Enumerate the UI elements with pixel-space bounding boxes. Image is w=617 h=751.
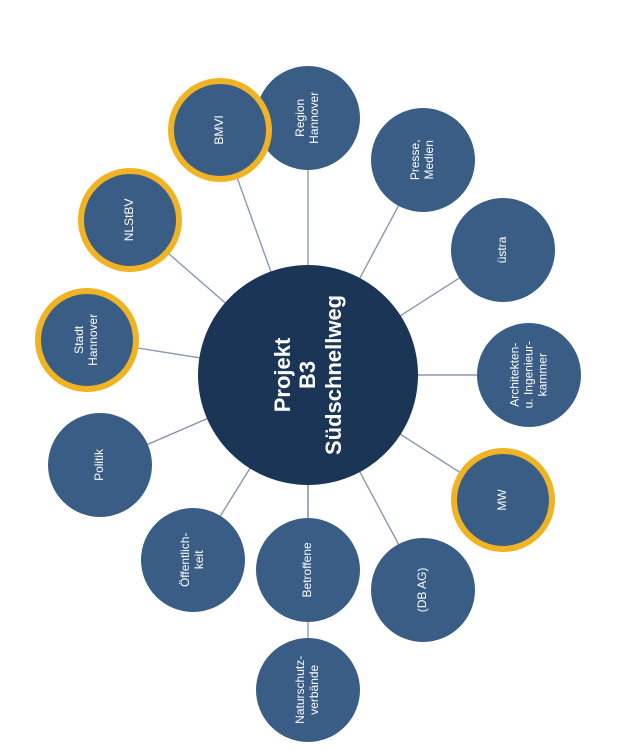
node-mw: MW (451, 448, 555, 552)
node-label-nlstbv: NLStBV (123, 178, 137, 262)
node-label-bmvi: BMVI (213, 88, 227, 172)
node-stadt: Stadt Hannover (35, 288, 139, 392)
node-politik: Politik (48, 413, 152, 517)
node-label-presse: Presse, Medien (409, 112, 437, 208)
diagram-canvas: Projekt B3 Südschnellweg Region Hannover P… (0, 0, 617, 751)
node-label-naturschutz: Naturschutz- verbände (294, 642, 322, 738)
node-oeffentlich: Öffentlich- keit (141, 508, 245, 612)
node-betroffene: Betroffene (256, 518, 360, 622)
node-presse: Presse, Medien (371, 108, 475, 212)
node-label-stadt: Stadt Hannover (73, 298, 101, 382)
node-naturschutz: Naturschutz- verbände (256, 638, 360, 742)
node-nlstbv: NLStBV (78, 168, 182, 272)
center-label: Projekt B3 Südschnellweg (270, 269, 346, 481)
node-label-politik: Politik (93, 417, 107, 513)
node-dbag: (DB AG) (371, 538, 475, 642)
node-label-uestra: üstra (496, 202, 510, 298)
node-label-mw: MW (496, 458, 510, 542)
node-label-architekten: Architekten- u. Ingenieur- kammer (508, 327, 549, 423)
node-label-oeffentlich: Öffentlich- keit (179, 512, 207, 608)
center-node: Projekt B3 Südschnellweg (198, 265, 418, 485)
node-uestra: üstra (451, 198, 555, 302)
node-bmvi: BMVI (168, 78, 272, 182)
node-architekten: Architekten- u. Ingenieur- kammer (477, 323, 581, 427)
node-region: Region Hannover (256, 66, 360, 170)
node-label-region: Region Hannover (294, 70, 322, 166)
node-label-betroffene: Betroffene (301, 522, 315, 618)
node-label-dbag: (DB AG) (416, 542, 430, 638)
